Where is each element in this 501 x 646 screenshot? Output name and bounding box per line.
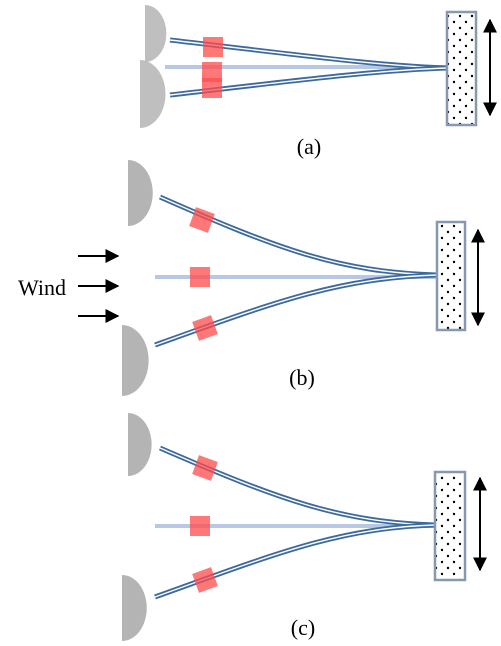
plate bbox=[447, 12, 476, 125]
dish bbox=[145, 5, 166, 62]
dish bbox=[128, 413, 152, 476]
plate bbox=[435, 472, 465, 580]
sensor bbox=[203, 37, 223, 57]
dish bbox=[128, 160, 153, 226]
sensor bbox=[192, 567, 218, 593]
sensor bbox=[202, 78, 222, 98]
dish bbox=[140, 60, 166, 128]
fiber bbox=[160, 197, 437, 275]
panel-label: (a) bbox=[297, 134, 321, 159]
dish bbox=[122, 575, 147, 641]
dish bbox=[122, 325, 149, 396]
sensor bbox=[190, 516, 210, 536]
diagram: (a) (b) Wind (c) bbox=[0, 0, 501, 646]
sensor bbox=[190, 267, 210, 287]
panel-label: (c) bbox=[291, 615, 315, 640]
fiber-core bbox=[160, 197, 437, 275]
sensor bbox=[192, 455, 218, 481]
wind-label: Wind bbox=[18, 275, 66, 300]
sensor bbox=[192, 315, 218, 341]
panel-label: (b) bbox=[289, 365, 315, 390]
plate bbox=[437, 222, 465, 330]
